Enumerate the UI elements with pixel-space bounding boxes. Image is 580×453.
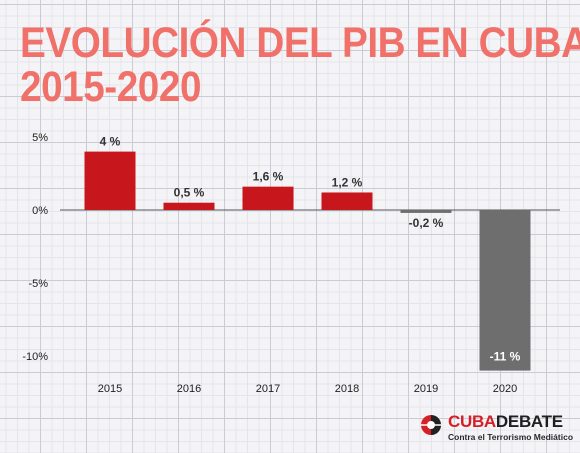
y-tick-label: -5% — [28, 278, 48, 290]
cubadebate-logo: CUBADEBATE Contra el Terrorismo Mediátic… — [420, 410, 574, 446]
bar-2016 — [163, 202, 215, 210]
x-tick-label-2019: 2019 — [414, 383, 438, 395]
data-label-2017: 1,6 % — [253, 170, 284, 184]
bar-2017 — [242, 186, 294, 210]
y-tick-label: 0% — [32, 205, 48, 217]
y-tick-label: 5% — [32, 132, 48, 144]
data-label-2020: -11 % — [490, 350, 521, 364]
target-icon — [421, 415, 441, 435]
bar-2020 — [479, 210, 531, 371]
bar-2019 — [400, 210, 452, 213]
x-tick-label-2018: 2018 — [335, 383, 359, 395]
logo-name-part2: DEBATE — [495, 412, 563, 431]
data-label-2018: 1,2 % — [332, 175, 363, 189]
logo-tagline: Contra el Terrorismo Mediático — [448, 432, 574, 442]
x-tick-label-2015: 2015 — [98, 383, 122, 395]
bar-2018 — [321, 192, 373, 210]
logo-name-part1: CUBA — [448, 412, 496, 431]
chart-title: EVOLUCIÓN DEL PIB EN CUBA — [20, 19, 580, 67]
data-label-2015: 4 % — [100, 135, 121, 149]
bar-2015 — [84, 151, 136, 210]
chart-subtitle: 2015-2020 — [20, 63, 202, 111]
x-tick-label-2020: 2020 — [493, 383, 517, 395]
y-tick-label: -10% — [22, 351, 48, 363]
x-tick-label-2016: 2016 — [177, 383, 201, 395]
x-tick-label-2017: 2017 — [256, 383, 280, 395]
data-label-2019: -0,2 % — [409, 216, 444, 230]
data-label-2016: 0,5 % — [174, 186, 205, 200]
